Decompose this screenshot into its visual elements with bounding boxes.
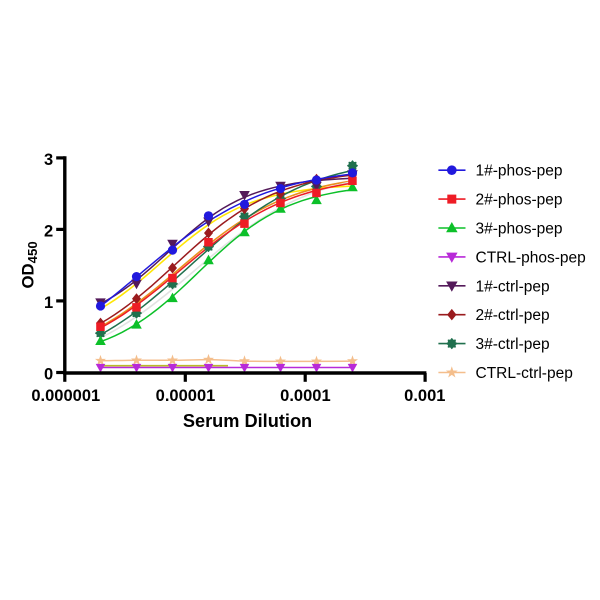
svg-text:2#-phos-pep: 2#-phos-pep (476, 192, 563, 209)
svg-text:CTRL-phos-pep: CTRL-phos-pep (476, 249, 586, 266)
svg-text:Serum Dilution: Serum Dilution (183, 411, 312, 431)
svg-text:1#-phos-pep: 1#-phos-pep (476, 163, 563, 180)
svg-text:1#-ctrl-pep: 1#-ctrl-pep (476, 278, 550, 295)
svg-text:0.00001: 0.00001 (156, 387, 216, 405)
svg-text:2: 2 (44, 223, 53, 241)
svg-text:0: 0 (44, 366, 53, 384)
svg-text:0.0001: 0.0001 (280, 387, 330, 405)
svg-text:3#-ctrl-pep: 3#-ctrl-pep (476, 336, 550, 353)
svg-text:1: 1 (44, 294, 53, 312)
svg-text:0.000001: 0.000001 (31, 387, 100, 405)
svg-text:CTRL-ctrl-pep: CTRL-ctrl-pep (476, 365, 573, 382)
svg-text:2#-ctrl-pep: 2#-ctrl-pep (476, 307, 550, 324)
svg-text:3: 3 (44, 151, 53, 169)
svg-text:3#-phos-pep: 3#-phos-pep (476, 221, 563, 238)
svg-text:0.001: 0.001 (404, 387, 445, 405)
